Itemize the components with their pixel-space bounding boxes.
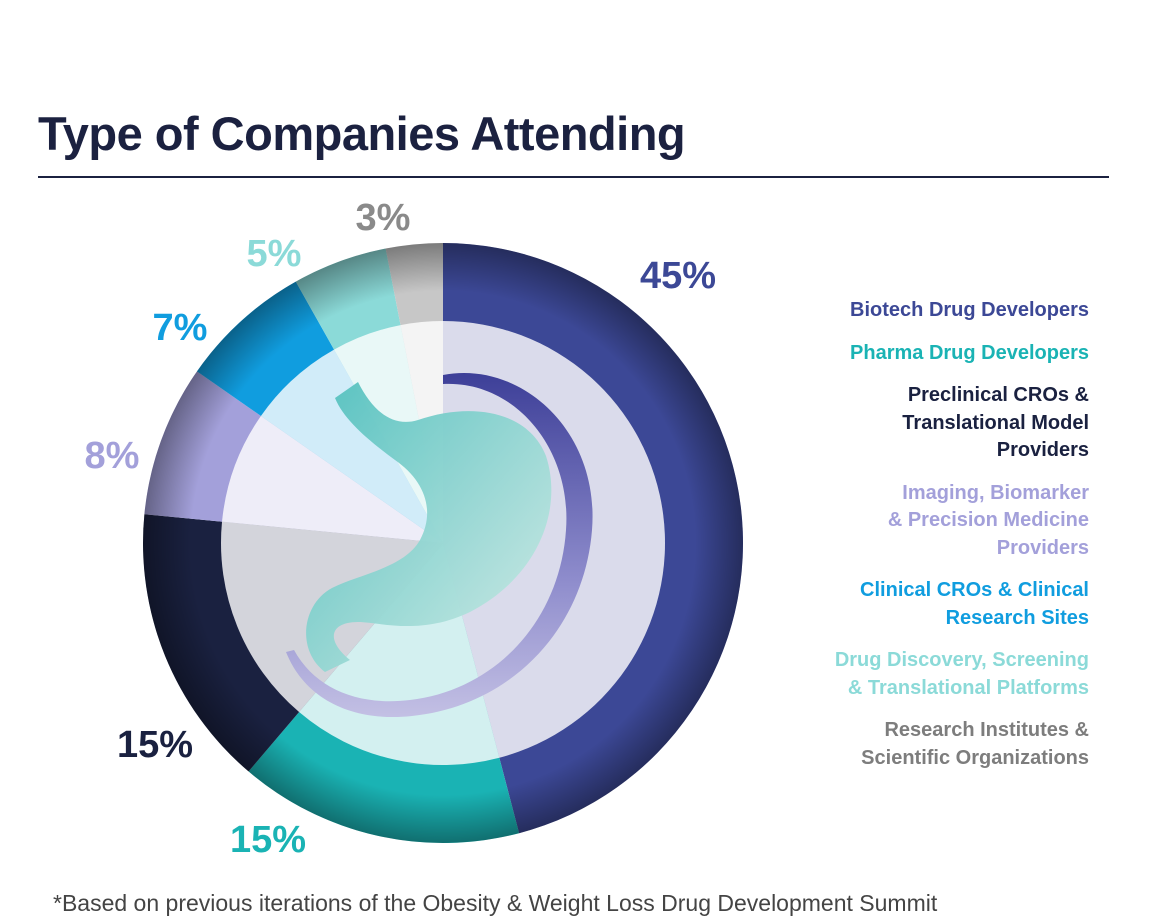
legend-label-line: Pharma Drug Developers <box>850 341 1089 364</box>
title-divider <box>38 176 1109 178</box>
stomach-illustration <box>286 372 593 718</box>
data-label-pharma-drug-developers: 15% <box>230 819 306 861</box>
legend-item-preclinical-cros-translational-model-providers: Preclinical CROs & Translational Model Pro… <box>769 382 1089 465</box>
legend-label-line: & Precision Medicine <box>887 509 1089 531</box>
data-label-imaging-biomarker-precision-medicine-providers: 8% <box>85 435 140 477</box>
pie-inner-imaging-biomarker-precision-medicine-providers <box>222 415 443 543</box>
legend-label-line: Providers <box>996 536 1089 559</box>
data-label-clinical-cros-clinical-research-sites: 7% <box>153 307 208 349</box>
legend-item-research-institutes-scientific-organizations: Research Institutes & Scientific Organiza… <box>769 717 1089 772</box>
legend-label-line: Research Sites <box>945 606 1089 629</box>
legend-item-biotech-drug-developers: Biotech Drug Developers <box>769 297 1089 325</box>
pie-inner-clinical-cros-clinical-research-sites <box>260 349 443 543</box>
legend-label-line: Preclinical CROs & <box>907 384 1089 406</box>
pie-inner-base-imaging-biomarker-precision-medicine-providers <box>222 415 443 543</box>
legend-label-line: Biotech Drug Developers <box>850 299 1089 321</box>
legend-label-line: Translational Model <box>902 411 1089 434</box>
legend: Biotech Drug Developers Pharma Drug Devel… <box>769 297 1089 787</box>
legend-item-drug-discovery-screening-translational-platforms: Drug Discovery, Screening & Translational… <box>769 647 1089 702</box>
legend-label-line: Research Institutes & <box>884 719 1089 741</box>
pie-inner-base-clinical-cros-clinical-research-sites <box>260 349 443 543</box>
data-label-biotech-drug-developers: 45% <box>640 255 716 297</box>
curve-accent-icon <box>286 372 593 718</box>
legend-label-line: Providers <box>996 439 1089 461</box>
legend-item-imaging-biomarker-precision-medicine-providers: Imaging, Biomarker & Precision Medicine Pr… <box>769 480 1089 563</box>
legend-item-pharma-drug-developers: Pharma Drug Developers <box>769 340 1089 368</box>
page-title: Type of Companies Attending <box>38 107 686 160</box>
footnote: *Based on previous iterations of the Obe… <box>53 890 938 916</box>
legend-label-line: Scientific Organizations <box>861 746 1089 769</box>
stomach-icon <box>306 382 552 672</box>
legend-label-line: Drug Discovery, Screening <box>834 649 1089 671</box>
legend-label-line: & Translational Platforms <box>847 676 1089 699</box>
data-label-preclinical-cros-translational-model-providers: 15% <box>117 724 193 766</box>
data-label-research-institutes-scientific-organizations: 3% <box>356 197 411 239</box>
legend-item-clinical-cros-clinical-research-sites: Clinical CROs & Clinical Research Sites <box>769 577 1089 632</box>
legend-label-line: Imaging, Biomarker <box>902 481 1089 504</box>
data-label-drug-discovery-screening-translational-platforms: 5% <box>247 233 302 275</box>
legend-label-line: Clinical CROs & Clinical <box>860 579 1089 601</box>
